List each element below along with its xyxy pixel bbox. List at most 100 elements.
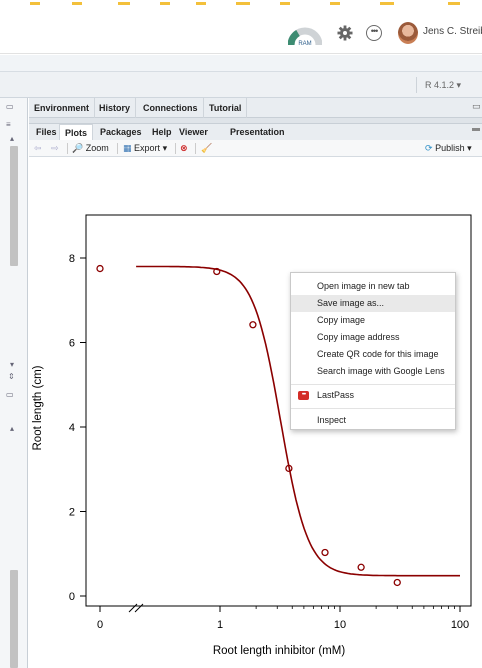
plot-toolbar: ⇦ ⇨ 🔎 Zoom ▦ Export ▾ ⊗ 🧹 ⟳ Publish ▾ [29,140,482,157]
scrollbar-thumb[interactable] [10,570,18,668]
export-label: Export [134,143,161,153]
tab-environment[interactable]: Environment [29,98,96,118]
strip-dash [330,2,340,5]
tab-packages[interactable]: Packages [100,127,142,137]
restore-pane-icon[interactable]: ▭ [6,390,14,399]
ram-gauge-icon: RAM [287,27,323,47]
source-pane-edge: ▭ ≡ ▴ ▾ ⇕ ▭ ▴ [0,98,28,668]
scroll-up-icon[interactable]: ▴ [10,134,15,143]
restore-pane-icon[interactable]: ▭ [6,102,14,111]
publish-icon: ⟳ [425,143,433,153]
console-bar [0,72,482,98]
publish-label: Publish [435,143,465,153]
publish-button[interactable]: ⟳ Publish ▾ [425,142,472,155]
strip-dash [30,2,40,5]
ram-label: RAM [298,41,311,47]
chevron-down-icon: ▾ [162,143,168,153]
dose-response-chart[interactable]: 0 2 4 6 8 0 1 10 100 Root length inhibitor (mM) Ro… [29,158,482,668]
environment-tabbar: Environment History Connections Tutorial… [29,98,482,118]
settings-gear-icon[interactable] [337,25,353,41]
chevron-down-icon: ▾ [467,143,472,153]
x-tick-label: 10 [334,619,346,631]
stepper-icon[interactable]: ⇕ [8,372,15,381]
plot-frame [85,214,472,607]
tab-history[interactable]: History [94,98,137,118]
strip-dash [118,2,130,5]
data-point [285,464,293,473]
strip-dash [72,2,82,5]
menu-item-copy-image-address[interactable]: Copy image address [317,332,400,342]
menu-divider [291,408,455,409]
y-tick-label: 2 [69,507,75,519]
y-axis-label: Root length (cm) [32,365,44,450]
strip-dash [448,2,460,5]
toolbar-divider [67,143,68,154]
x-tick-label: 1 [217,619,223,631]
y-tick-label: 0 [69,591,75,603]
menu-item-lastpass[interactable]: ••• LastPass [291,387,455,404]
menu-item-open-image-new-tab[interactable]: Open image in new tab [317,281,410,291]
x-tick-label: 0 [97,619,103,631]
menu-item-search-google-lens[interactable]: Search image with Google Lens [317,366,445,376]
lastpass-icon: ••• [298,391,309,400]
context-menu: Open image in new tab Save image as... C… [290,272,456,430]
menu-item-save-image-as[interactable]: Save image as... [291,295,455,312]
y-tick-label: 6 [69,338,75,350]
axis-break-mark [134,603,144,613]
tab-viewer[interactable]: Viewer [179,127,208,137]
tab-tutorial[interactable]: Tutorial [204,98,248,118]
ram-gauge[interactable]: RAM [287,23,323,49]
app-header: RAM ••• Jens C. Streibig [0,6,482,54]
toolbar-divider [117,143,118,154]
remove-plot-icon[interactable]: ⊗ [180,143,188,153]
menu-item-lastpass-label: LastPass [317,390,355,400]
tab-help[interactable]: Help [152,127,172,137]
minimize-pane-icon[interactable] [472,128,480,131]
chevron-down-icon: ▾ [456,80,462,90]
x-tick-label: 100 [451,619,469,631]
r-version-selector[interactable]: R 4.1.2 ▾ [416,77,461,93]
tab-files[interactable]: Files [36,127,57,137]
menu-item-copy-image[interactable]: Copy image [317,315,366,325]
tab-connections[interactable]: Connections [138,98,204,118]
strip-dash [160,2,170,5]
data-point [96,264,104,273]
pane-splitter[interactable] [29,118,482,124]
back-arrow-icon[interactable]: ⇦ [34,143,42,153]
scrollbar-thumb[interactable] [10,146,18,266]
broom-clear-icon[interactable]: 🧹 [201,143,213,153]
strip-dash [196,2,206,5]
user-name[interactable]: Jens C. Streibig [423,26,482,37]
toolbar-divider [175,143,176,154]
export-button[interactable]: ▦ Export ▾ [123,142,167,155]
data-point [357,563,365,571]
toolbar-divider [195,143,196,154]
data-point [321,548,329,557]
files-tabbar: Files Plots Packages Help Viewer Present… [29,124,482,140]
secondary-toolbar [0,55,482,72]
menu-item-inspect[interactable]: Inspect [317,415,347,425]
pane-icon: ≡ [6,120,11,129]
zoom-button[interactable]: 🔎 Zoom [72,142,109,155]
user-avatar[interactable] [398,22,418,44]
tab-presentation[interactable]: Presentation [230,127,285,137]
strip-dash [380,2,394,5]
more-options-icon[interactable]: ••• [366,25,382,41]
strip-dash [236,2,250,5]
x-axis-label: Root length inhibitor (mM) [213,645,345,657]
strip-dash [280,2,290,5]
fitted-curve [136,265,460,577]
y-tick-label: 4 [69,422,75,434]
zoom-label: Zoom [85,143,109,153]
menu-item-create-qr-code[interactable]: Create QR code for this image [317,349,439,359]
chevron-down-icon[interactable]: ▾ [10,360,15,369]
forward-arrow-icon[interactable]: ⇨ [51,143,59,153]
export-image-icon: ▦ [123,143,132,153]
y-tick-label: 8 [69,253,75,265]
data-point [393,578,401,587]
restore-pane-icon[interactable]: ▭ [472,101,481,111]
magnifier-icon: 🔎 [72,143,84,153]
scroll-up-icon[interactable]: ▴ [10,424,15,433]
data-point [213,267,221,276]
tab-plots[interactable]: Plots [59,124,94,140]
